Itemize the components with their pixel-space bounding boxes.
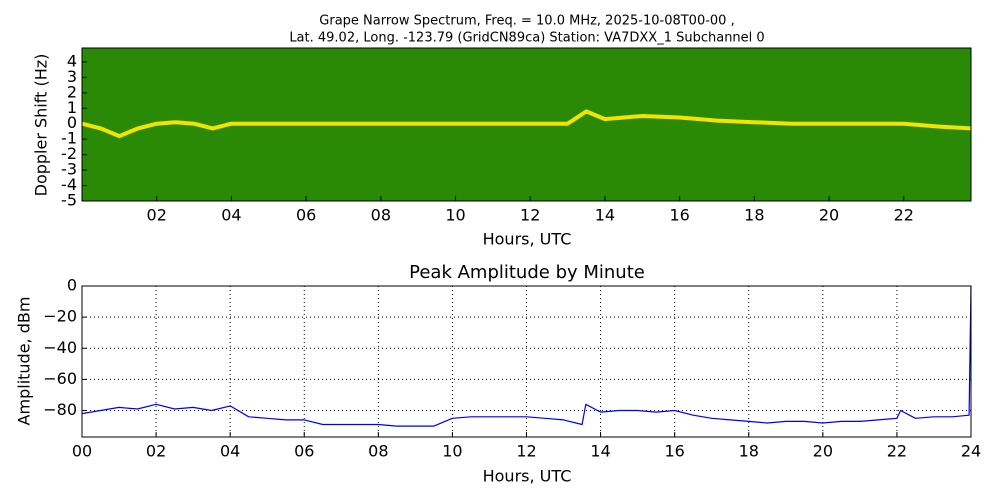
x-tick-label: 06: [296, 206, 316, 225]
x-tick-label: 08: [371, 206, 391, 225]
y-tick-label: −20: [43, 307, 77, 326]
x-tick-label: 22: [894, 206, 914, 225]
doppler-trace: [81, 109, 972, 139]
x-tick-label: 04: [221, 206, 241, 225]
x-tick-label: 22: [887, 442, 907, 461]
x-tick-label: 16: [669, 206, 689, 225]
x-tick-label: 02: [147, 206, 167, 225]
y-tick-label: -3: [61, 160, 77, 179]
plot-frame: [81, 47, 972, 202]
chart-title: Peak Amplitude by Minute: [409, 262, 645, 283]
y-tick-label: 4: [67, 51, 77, 70]
x-tick-label: 04: [220, 442, 240, 461]
x-tick-label: 14: [590, 442, 610, 461]
y-tick-label: 1: [67, 98, 77, 117]
y-tick-label: 3: [67, 67, 77, 86]
x-tick-label: 20: [819, 206, 839, 225]
x-tick-label: 06: [294, 442, 314, 461]
y-tick-label: 2: [67, 82, 77, 101]
y-tick-label: −80: [43, 400, 77, 419]
y-tick-label: -1: [61, 129, 77, 148]
y-tick-label: 0: [67, 276, 77, 295]
x-tick-label: 14: [595, 206, 615, 225]
y-tick-label: 0: [67, 113, 77, 132]
x-tick-label: 18: [739, 442, 759, 461]
y-tick-label: -5: [61, 191, 77, 210]
chart-title: Grape Narrow Spectrum, Freq. = 10.0 MHz,…: [319, 14, 734, 29]
x-tick-label: 24: [961, 442, 981, 461]
x-tick-label: 10: [442, 442, 462, 461]
x-tick-label: 16: [664, 442, 684, 461]
x-tick-label: 10: [445, 206, 465, 225]
y-tick-label: −40: [43, 338, 77, 357]
y-axis-label: Amplitude, dBm: [15, 297, 34, 426]
amplitude-line: [81, 285, 972, 427]
y-tick-label: -4: [61, 175, 77, 194]
x-tick-label: 12: [520, 206, 540, 225]
x-tick-label: 18: [744, 206, 764, 225]
x-tick-label: 00: [72, 442, 92, 461]
y-axis-label: Doppler Shift (Hz): [32, 54, 51, 197]
chart-subtitle: Lat. 49.02, Long. -123.79 (GridCN89ca) S…: [289, 31, 764, 46]
x-axis-label: Hours, UTC: [483, 467, 572, 486]
x-tick-label: 12: [516, 442, 536, 461]
plot-frame: [81, 285, 972, 438]
x-tick-label: 08: [368, 442, 388, 461]
x-tick-label: 20: [813, 442, 833, 461]
y-tick-label: −60: [43, 369, 77, 388]
x-axis-label: Hours, UTC: [483, 230, 572, 249]
y-tick-label: -2: [61, 144, 77, 163]
x-tick-label: 02: [146, 442, 166, 461]
